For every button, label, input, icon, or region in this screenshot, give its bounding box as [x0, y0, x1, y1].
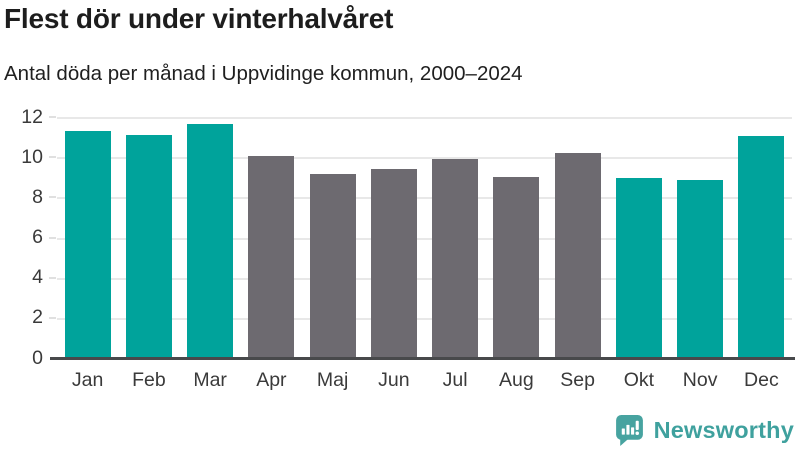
bar-band-feb [118, 117, 179, 358]
x-tick-label-feb: Feb [132, 369, 166, 391]
bar-sep [554, 153, 601, 358]
gridline-4 [57, 277, 792, 280]
y-tick-label-6: 6 [32, 225, 43, 248]
x-tick-label-jun: Jun [378, 369, 410, 391]
y-tick-label-4: 4 [32, 265, 43, 288]
y-tick-mark-8 [49, 196, 56, 199]
y-tick-mark-12 [49, 116, 56, 118]
bar-band-maj [302, 117, 363, 358]
x-axis-labels: Jan Feb Mar Apr Maj Jun Jul Aug Sep Okt Nov Dec [57, 369, 792, 392]
x-tick-label-maj: Maj [316, 369, 349, 391]
bar-mar [187, 124, 234, 358]
x-tick-label-aug: Aug [499, 369, 534, 391]
bars-row [57, 117, 792, 358]
bar-band-sep [547, 117, 608, 358]
y-tick-mark-6 [49, 236, 56, 239]
gridline-10 [57, 157, 792, 160]
bar-jul [432, 159, 479, 358]
x-tick-label-jul: Jul [442, 369, 468, 391]
y-tick-mark-10 [49, 156, 56, 159]
gridline-12 [57, 117, 792, 119]
x-tick-label-okt: Okt [623, 369, 655, 391]
y-tick-label-2: 2 [32, 306, 43, 329]
bar-band-aug [486, 117, 547, 358]
x-tick-label-jan: Jan [71, 369, 104, 391]
bar-aug [493, 177, 540, 358]
y-tick-label-10: 10 [21, 145, 43, 168]
newsworthy-logo: Newsworthy [613, 414, 794, 447]
gridline-6 [57, 237, 792, 240]
plot-area [57, 117, 792, 358]
bar-jan [64, 131, 111, 358]
bar-band-nov [670, 117, 731, 358]
chart-title: Flest dör under vinterhalvåret [4, 3, 394, 34]
bar-okt [615, 178, 662, 358]
x-tick-label-sep: Sep [560, 369, 595, 391]
bar-band-apr [241, 117, 302, 358]
bar-apr [248, 156, 295, 358]
bar-band-mar [180, 117, 241, 358]
bar-band-jun [363, 117, 424, 358]
bar-band-jul [425, 117, 486, 358]
bar-jun [370, 169, 417, 358]
bar-feb [125, 135, 172, 358]
x-tick-label-nov: Nov [682, 369, 718, 391]
y-axis: 0 2 4 6 8 10 12 [0, 107, 57, 367]
bar-nov [677, 180, 724, 358]
y-tick-label-8: 8 [32, 185, 43, 208]
y-tick-label-12: 12 [21, 105, 43, 128]
chart-subtitle: Antal döda per månad i Uppvidinge kommun… [4, 62, 523, 85]
bar-band-okt [608, 117, 669, 358]
x-tick-label-dec: Dec [744, 369, 779, 391]
newsworthy-logo-text: Newsworthy [653, 417, 794, 443]
x-axis-line [50, 357, 795, 360]
bar-band-dec [731, 117, 792, 358]
bar-chart-speech-bubble-icon [615, 415, 643, 446]
bar-maj [309, 174, 356, 358]
x-tick-label-mar: Mar [193, 369, 227, 391]
bar-dec [738, 136, 785, 358]
gridline-8 [57, 197, 792, 200]
bar-band-jan [57, 117, 118, 358]
x-tick-label-apr: Apr [256, 369, 287, 391]
y-tick-mark-2 [49, 316, 56, 319]
y-tick-mark-4 [49, 276, 56, 279]
y-tick-label-0: 0 [32, 346, 43, 369]
gridline-2 [57, 317, 792, 320]
